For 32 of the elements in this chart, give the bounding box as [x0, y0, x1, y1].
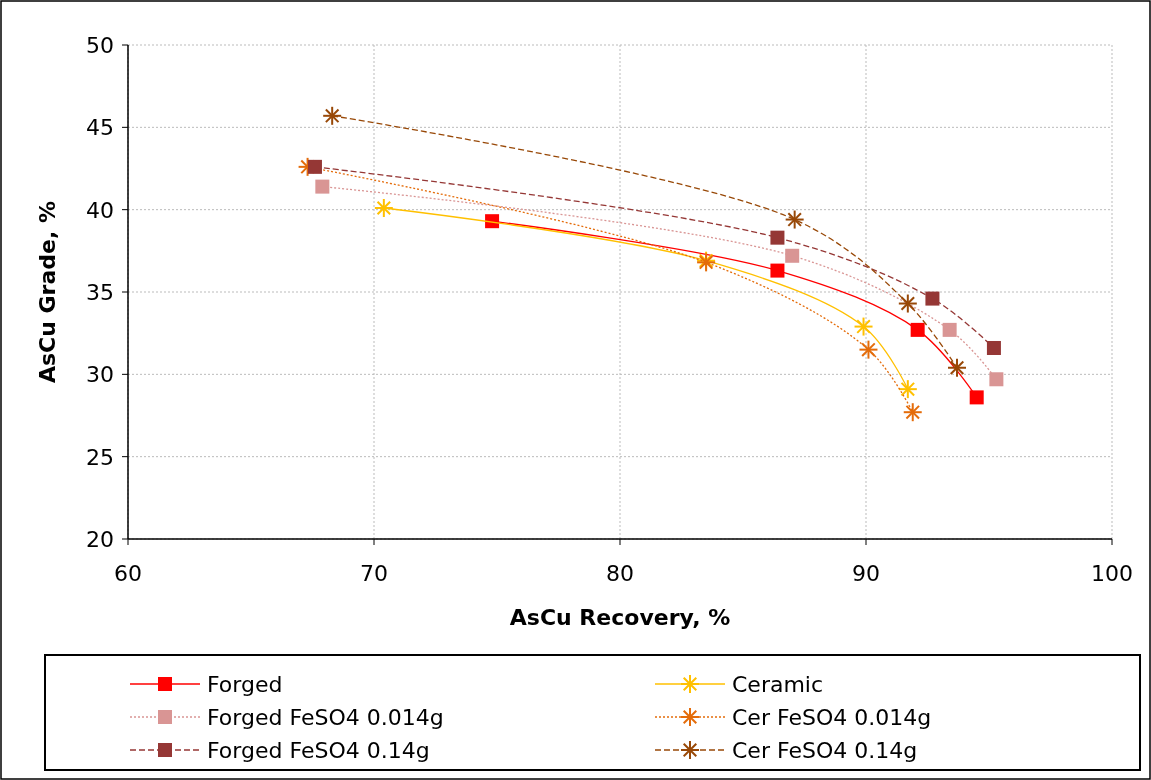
point: [925, 291, 940, 306]
point: [910, 322, 925, 337]
x-tick-label: 60: [114, 561, 142, 586]
x-tick-label: 80: [606, 561, 634, 586]
legend-label: Cer FeSO4 0.014g: [732, 705, 932, 730]
legend-label: Forged FeSO4 0.14g: [207, 738, 430, 763]
point: [770, 230, 785, 245]
x-axis-title: AsCu Recovery, %: [509, 605, 731, 630]
point: [969, 390, 984, 405]
y-tick-label: 40: [86, 197, 114, 223]
legend-label: Cer FeSO4 0.14g: [732, 738, 918, 763]
point: [785, 248, 800, 263]
x-tick-label: 90: [852, 561, 880, 586]
y-tick-label: 35: [86, 280, 114, 305]
y-axis-title: AsCu Grade, %: [35, 200, 60, 384]
x-tick-label: 100: [1091, 561, 1133, 586]
legend-label: Forged: [207, 672, 283, 697]
point: [770, 263, 785, 278]
y-tick-label: 50: [86, 33, 114, 58]
point: [485, 214, 500, 229]
point: [942, 322, 957, 337]
y-tick-label: 20: [86, 527, 114, 552]
y-tick-label: 30: [86, 362, 114, 388]
point: [989, 372, 1004, 387]
legend-label: Ceramic: [732, 672, 824, 697]
x-tick-label: 70: [360, 561, 388, 586]
y-tick-label: 45: [86, 115, 114, 141]
point: [986, 340, 1001, 355]
legend-label: Forged FeSO4 0.014g: [207, 705, 444, 730]
point: [307, 159, 322, 174]
y-tick-label: 25: [86, 444, 114, 470]
point: [315, 179, 330, 194]
